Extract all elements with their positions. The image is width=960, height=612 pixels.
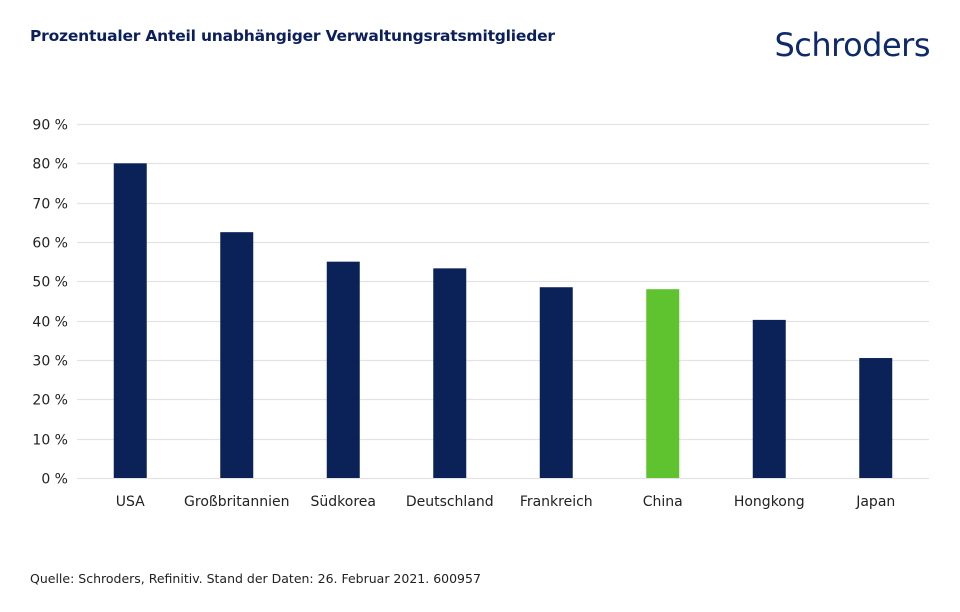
- y-axis-ticks: 0 % 10 % 20 % 30 % 40 % 50 % 60 % 70 % 80 % 90 %: [32, 118, 68, 488]
- y-tick-label: 30 %: [32, 354, 68, 370]
- y-tick-label: 80 %: [32, 157, 68, 173]
- x-axis-labels: USA Großbritannien Südkorea Deutschland Fran…: [116, 494, 896, 510]
- x-tick-label: Großbritannien: [184, 494, 289, 510]
- x-tick-label: Japan: [855, 494, 895, 510]
- bar-china: [646, 289, 680, 478]
- x-tick-label: Deutschland: [406, 494, 494, 510]
- bar-südkorea: [326, 261, 360, 478]
- bars: [113, 163, 893, 479]
- bar-usa: [113, 163, 147, 479]
- x-tick-label: Frankreich: [520, 494, 593, 510]
- y-tick-label: 40 %: [32, 315, 68, 331]
- source-note: Quelle: Schroders, Refinitiv. Stand der …: [30, 571, 481, 586]
- x-tick-label: Hongkong: [734, 494, 805, 510]
- schroders-logo: Schroders: [774, 26, 930, 64]
- bar-großbritannien: [220, 232, 254, 478]
- y-tick-label: 60 %: [32, 236, 68, 252]
- y-tick-label: 90 %: [32, 118, 68, 134]
- x-tick-label: China: [643, 494, 683, 510]
- y-tick-label: 70 %: [32, 197, 68, 213]
- y-tick-label: 50 %: [32, 275, 68, 291]
- x-tick-label: Südkorea: [311, 494, 376, 510]
- gridlines: [77, 123, 929, 480]
- bar-japan: [859, 358, 893, 478]
- bar-deutschland: [433, 268, 467, 478]
- bar-hongkong: [752, 319, 786, 478]
- y-tick-label: 20 %: [32, 393, 68, 409]
- y-tick-label: 0 %: [41, 472, 68, 488]
- x-tick-label: USA: [116, 494, 145, 510]
- chart-title: Prozentualer Anteil unabhängiger Verwalt…: [30, 27, 555, 45]
- y-tick-label: 10 %: [32, 433, 68, 449]
- bar-frankreich: [539, 287, 573, 478]
